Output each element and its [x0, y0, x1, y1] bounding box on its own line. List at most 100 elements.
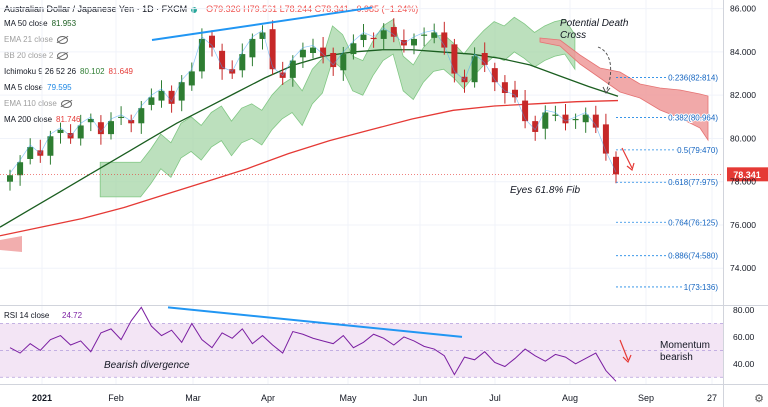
candle-body[interactable] — [138, 108, 145, 124]
death-cross-arrowhead — [602, 86, 611, 94]
indicator-legend-row[interactable]: Ichimoku 9 26 52 26 80.102 81.649 — [4, 67, 133, 77]
candle-body[interactable] — [259, 32, 266, 39]
price-axis-tick: 78.000 — [730, 177, 756, 187]
candle-body[interactable] — [370, 37, 377, 40]
rsi-axis-tick: 60.00 — [733, 332, 755, 342]
eye-hidden-icon[interactable] — [56, 35, 68, 44]
indicator-value: 79.595 — [47, 83, 72, 92]
candle-body[interactable] — [310, 47, 316, 53]
candle-body[interactable] — [118, 116, 125, 119]
indicator-legend-row[interactable]: MA 50 close 81.953 — [4, 19, 76, 29]
indicator-legend-row[interactable]: EMA 21 close — [4, 35, 68, 45]
candle-body[interactable] — [542, 112, 549, 129]
candle-body[interactable] — [97, 122, 104, 135]
eye-hidden-icon[interactable] — [60, 99, 72, 108]
price-axis-tick: 74.000 — [730, 263, 756, 273]
indicator-label: EMA 21 close — [4, 35, 53, 44]
candle-body[interactable] — [269, 29, 276, 70]
candle-body[interactable] — [350, 43, 357, 55]
candle-body[interactable] — [219, 50, 226, 70]
indicator-label: Ichimoku 9 26 52 26 — [4, 67, 77, 76]
candle-body[interactable] — [501, 82, 508, 94]
annotation-death-cross-line2: Cross — [560, 30, 586, 41]
candle-body[interactable] — [411, 38, 417, 46]
indicator-value-2: 81.649 — [108, 67, 133, 76]
annotation-fib-target: Eyes 61.8% Fib — [510, 185, 580, 196]
indicator-legend-row[interactable]: EMA 110 close — [4, 99, 72, 109]
candle-body[interactable] — [209, 35, 215, 48]
candle-body[interactable] — [340, 54, 347, 71]
candle-body[interactable] — [57, 129, 64, 134]
time-axis-label: Aug — [562, 393, 578, 403]
price-trendline[interactable] — [151, 6, 373, 42]
candle-body[interactable] — [168, 90, 175, 104]
candle-body[interactable] — [562, 114, 569, 124]
rsi-legend-value: 24.72 — [62, 311, 83, 320]
candle-body[interactable] — [330, 52, 337, 68]
indicator-legend-row[interactable]: MA 200 close 81.746 — [4, 115, 81, 125]
candle-body[interactable] — [592, 114, 599, 128]
rsi-legend-label: RSI 14 close — [4, 311, 50, 320]
candle-body[interactable] — [178, 82, 185, 101]
candle-body[interactable] — [602, 124, 609, 154]
candle-body[interactable] — [320, 47, 327, 57]
candle-body[interactable] — [77, 125, 84, 139]
time-axis-label: Feb — [108, 393, 124, 403]
candle-body[interactable] — [431, 32, 438, 38]
candle-body[interactable] — [47, 136, 54, 156]
candle-body[interactable] — [108, 121, 114, 135]
candle-body[interactable] — [7, 175, 13, 182]
candle-body[interactable] — [512, 89, 518, 98]
candle-body[interactable] — [360, 34, 367, 41]
fib-level-label: 0.5(79.470) — [677, 146, 718, 155]
indicator-label: BB 20 close 2 — [4, 51, 54, 60]
fib-level-label: 1(73.136) — [684, 283, 719, 292]
candle-body[interactable] — [572, 118, 579, 121]
candle-body[interactable] — [148, 97, 155, 105]
candle-body[interactable] — [582, 114, 589, 123]
time-axis-label: 2021 — [32, 393, 52, 403]
candle-body[interactable] — [289, 60, 296, 78]
candle-body[interactable] — [451, 44, 458, 74]
candle-body[interactable] — [522, 100, 529, 122]
ma5-line — [9, 27, 617, 174]
annotation-death-cross-line1: Potential Death — [560, 18, 629, 29]
bearish-arrow-rsi — [619, 339, 629, 361]
candle-body[interactable] — [27, 147, 34, 159]
time-axis-label: Jun — [413, 393, 428, 403]
fib-level-label: 0.236(82.814) — [668, 74, 718, 83]
price-axis-tick: 82.000 — [730, 90, 756, 100]
time-axis-label: May — [339, 393, 357, 403]
candle-body[interactable] — [613, 156, 619, 175]
gear-icon[interactable]: ⚙ — [754, 393, 764, 405]
candle-body[interactable] — [380, 30, 387, 39]
indicator-label: EMA 110 close — [4, 99, 57, 108]
candle-body[interactable] — [400, 40, 407, 46]
candle-body[interactable] — [198, 38, 205, 72]
current-price-badge — [727, 167, 768, 182]
candle-body[interactable] — [158, 90, 165, 101]
candle-body[interactable] — [390, 27, 397, 37]
candle-body[interactable] — [299, 49, 306, 58]
candle-body[interactable] — [532, 121, 539, 132]
candle-body[interactable] — [128, 120, 135, 124]
time-axis-label: Mar — [185, 393, 201, 403]
ichimoku-cloud-bearish — [539, 37, 709, 142]
candle-body[interactable] — [491, 68, 498, 83]
candle-body[interactable] — [239, 54, 246, 71]
candle-body[interactable] — [87, 118, 94, 123]
candle-body[interactable] — [481, 52, 488, 65]
time-axis-label: Jul — [489, 393, 501, 403]
candle-body[interactable] — [188, 71, 195, 86]
candle-body[interactable] — [249, 38, 256, 58]
indicator-legend-row[interactable]: MA 5 close 79.595 — [4, 83, 72, 93]
rsi-axis-tick: 40.00 — [733, 359, 755, 369]
candle-body[interactable] — [17, 162, 24, 176]
candle-body[interactable] — [441, 32, 448, 48]
rsi-trendline[interactable] — [167, 306, 463, 338]
candle-body[interactable] — [471, 56, 478, 83]
candle-body[interactable] — [552, 114, 559, 116]
candle-body[interactable] — [421, 34, 428, 36]
time-axis-label: 27 — [707, 393, 717, 403]
